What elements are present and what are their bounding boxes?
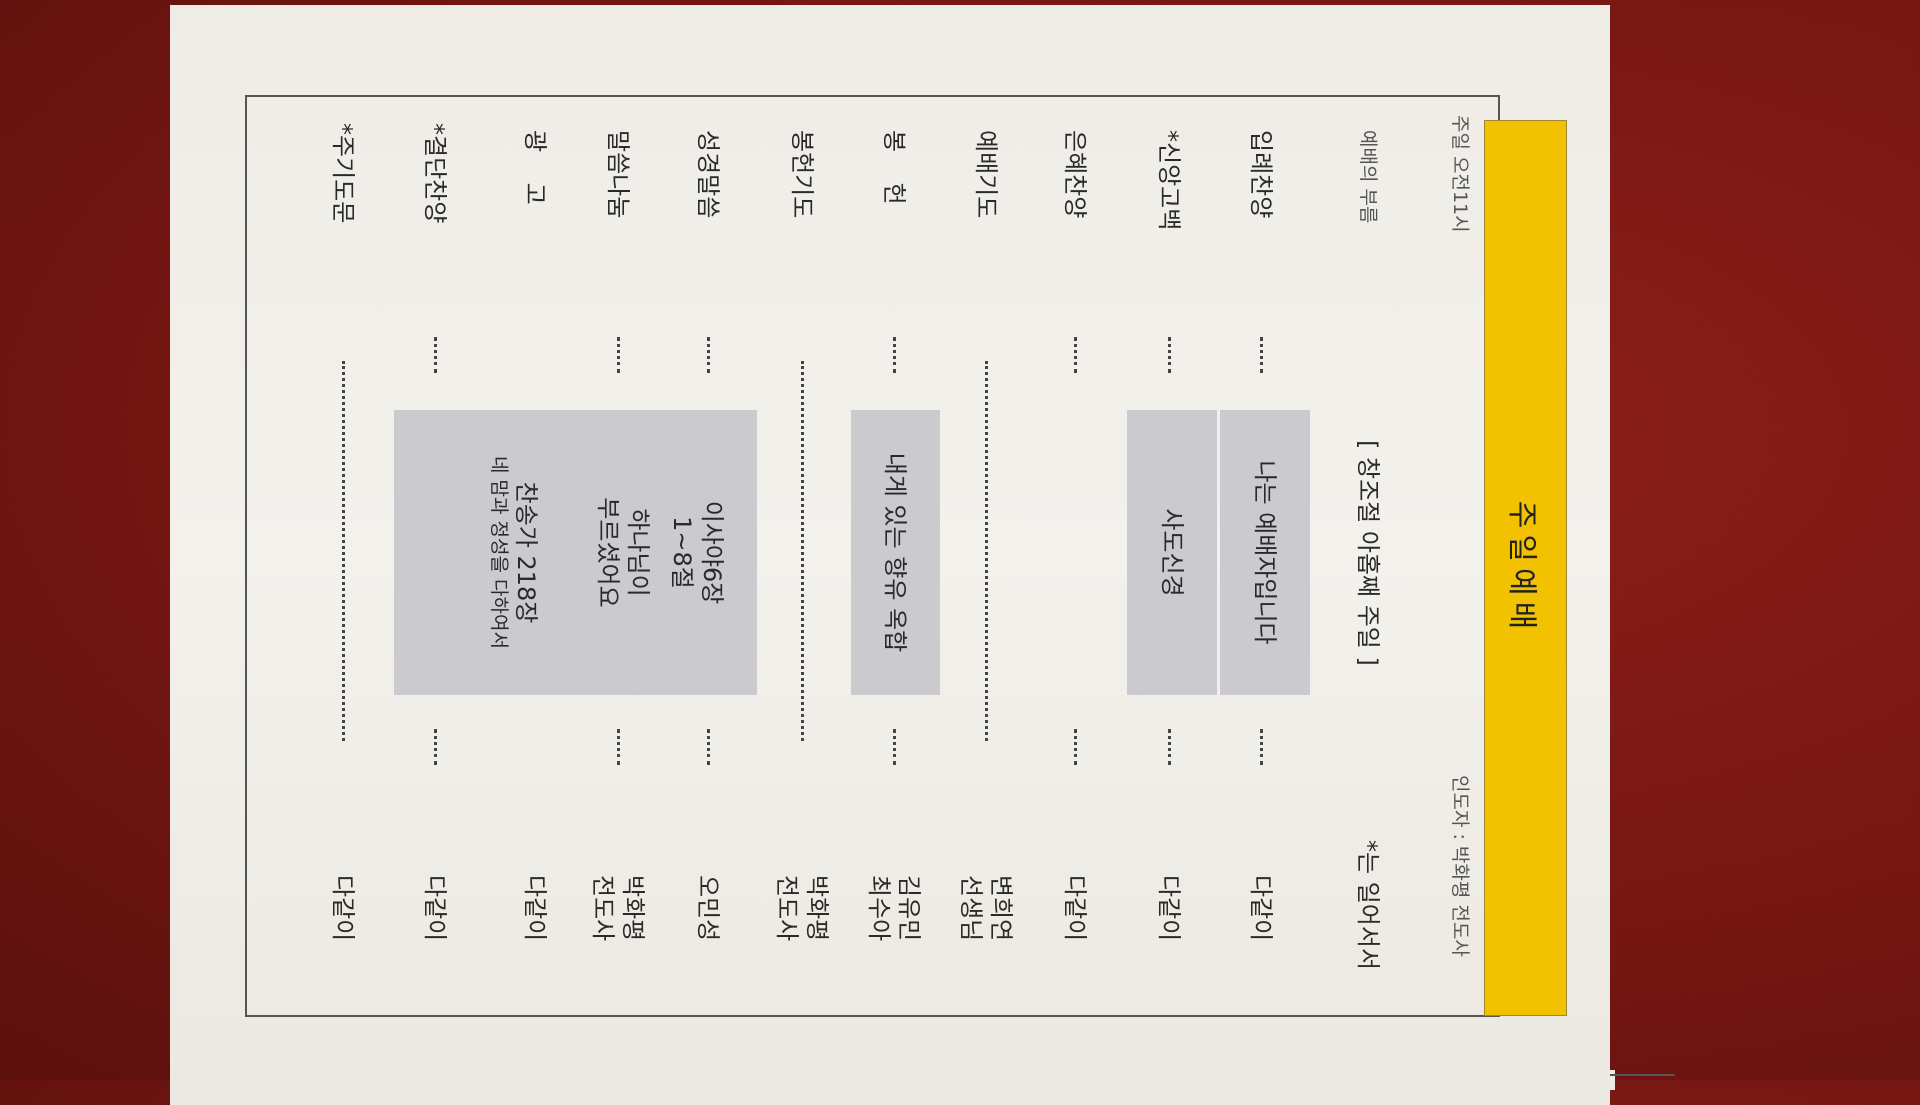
item-label: 광 고 [521, 130, 549, 205]
call-to-worship: 예배의 부름 [1357, 130, 1379, 224]
leader-dots [434, 337, 437, 373]
person: 다같이 [521, 875, 549, 942]
leader-dots [985, 361, 988, 741]
leader-dots [893, 729, 896, 765]
person-title: 전도사 [589, 875, 617, 942]
person: 박화평 전도사 [772, 875, 832, 1005]
person: 김유민 최수아 [864, 875, 924, 1005]
sermon-title-line1: 하나님이 [624, 508, 652, 597]
item-label: *신앙고백 [1155, 130, 1183, 231]
offering-song: 내게 있는 향유 옥합 [881, 452, 910, 653]
person-name: 변희연 [987, 875, 1015, 942]
person: 박화평 전도사 [588, 875, 648, 1005]
scripture-book: 이사야6장 [698, 500, 726, 605]
leader-dots [1168, 337, 1171, 373]
title-banner: 주일예배 [1484, 120, 1567, 1016]
person-name: 박화평 [803, 875, 831, 942]
person: 오민성 [694, 875, 722, 942]
leader-dots [1260, 337, 1263, 373]
person-name: 박화평 [619, 875, 647, 942]
item-label: 은혜찬양 [1061, 130, 1089, 219]
creed: 사도신경 [1158, 508, 1186, 597]
hymn-title: 네 맘과 정성을 다하여서 [488, 456, 510, 649]
leader-dots [617, 729, 620, 765]
liturgical-season: [ 창조절 아홉째 주일 ] [1354, 440, 1382, 666]
leader-dots [1260, 729, 1263, 765]
worship-leader: 인도자 : 박화평 전도사 [1449, 775, 1471, 957]
offering-song-box: 내게 있는 향유 옥합 [851, 410, 940, 695]
person: 다같이 [1247, 875, 1275, 942]
leader-dots [893, 337, 896, 373]
service-time: 주일 오전11시 [1449, 115, 1471, 233]
item-label: *결단찬양 [421, 123, 449, 224]
leader-dots [617, 337, 620, 373]
item-label: 성경말씀 [694, 130, 722, 219]
leader-dots [1074, 337, 1077, 373]
leader-dots [801, 361, 804, 741]
page-title: 주일예배 [1504, 500, 1540, 636]
scripture-verses: 1~8절 [668, 516, 696, 589]
person: 다같이 [329, 875, 357, 942]
entrance-song-box: 나는 예배자입니다 [1220, 410, 1310, 695]
item-label: 말씀나눔 [604, 130, 632, 219]
stand-note: *는 일어서서 [1354, 840, 1382, 971]
leader-dots [342, 361, 345, 741]
person: 다같이 [1155, 875, 1183, 942]
leader-dots [707, 729, 710, 765]
person: 변희연 선생님 [956, 875, 1016, 1005]
person-title: 선생님 [957, 875, 985, 942]
item-label: *주기도문 [329, 123, 357, 224]
leader-dots [1168, 729, 1171, 765]
leader-dots [1074, 729, 1077, 765]
hymn-number: 찬송가 218장 [512, 481, 540, 624]
item-label: 봉 헌 [880, 130, 908, 205]
sermon-box: 이사야6장 1~8절 하나님이 부르셨어요 찬송가 218장 네 맘과 정성을 … [394, 410, 757, 695]
item-label: 입례찬양 [1247, 130, 1275, 219]
leader-dots [707, 337, 710, 373]
person-name: 김유민 [895, 875, 923, 942]
bulletin-page: 주일예배 주일 오전11시 인도자 : 박화평 전도사 예배의 부름 [ 창조절… [170, 5, 1610, 1105]
item-label: 봉헌기도 [788, 130, 816, 219]
person-name: 최수아 [865, 875, 893, 942]
person: 다같이 [1061, 875, 1089, 942]
sermon-title-line2: 부르셨어요 [594, 497, 622, 608]
leader-dots [434, 729, 437, 765]
item-label: 예배기도 [972, 130, 1000, 219]
person: 다같이 [421, 875, 449, 942]
entrance-song: 나는 예배자입니다 [1251, 460, 1279, 645]
creed-box: 사도신경 [1127, 410, 1217, 695]
person-title: 전도사 [773, 875, 801, 942]
